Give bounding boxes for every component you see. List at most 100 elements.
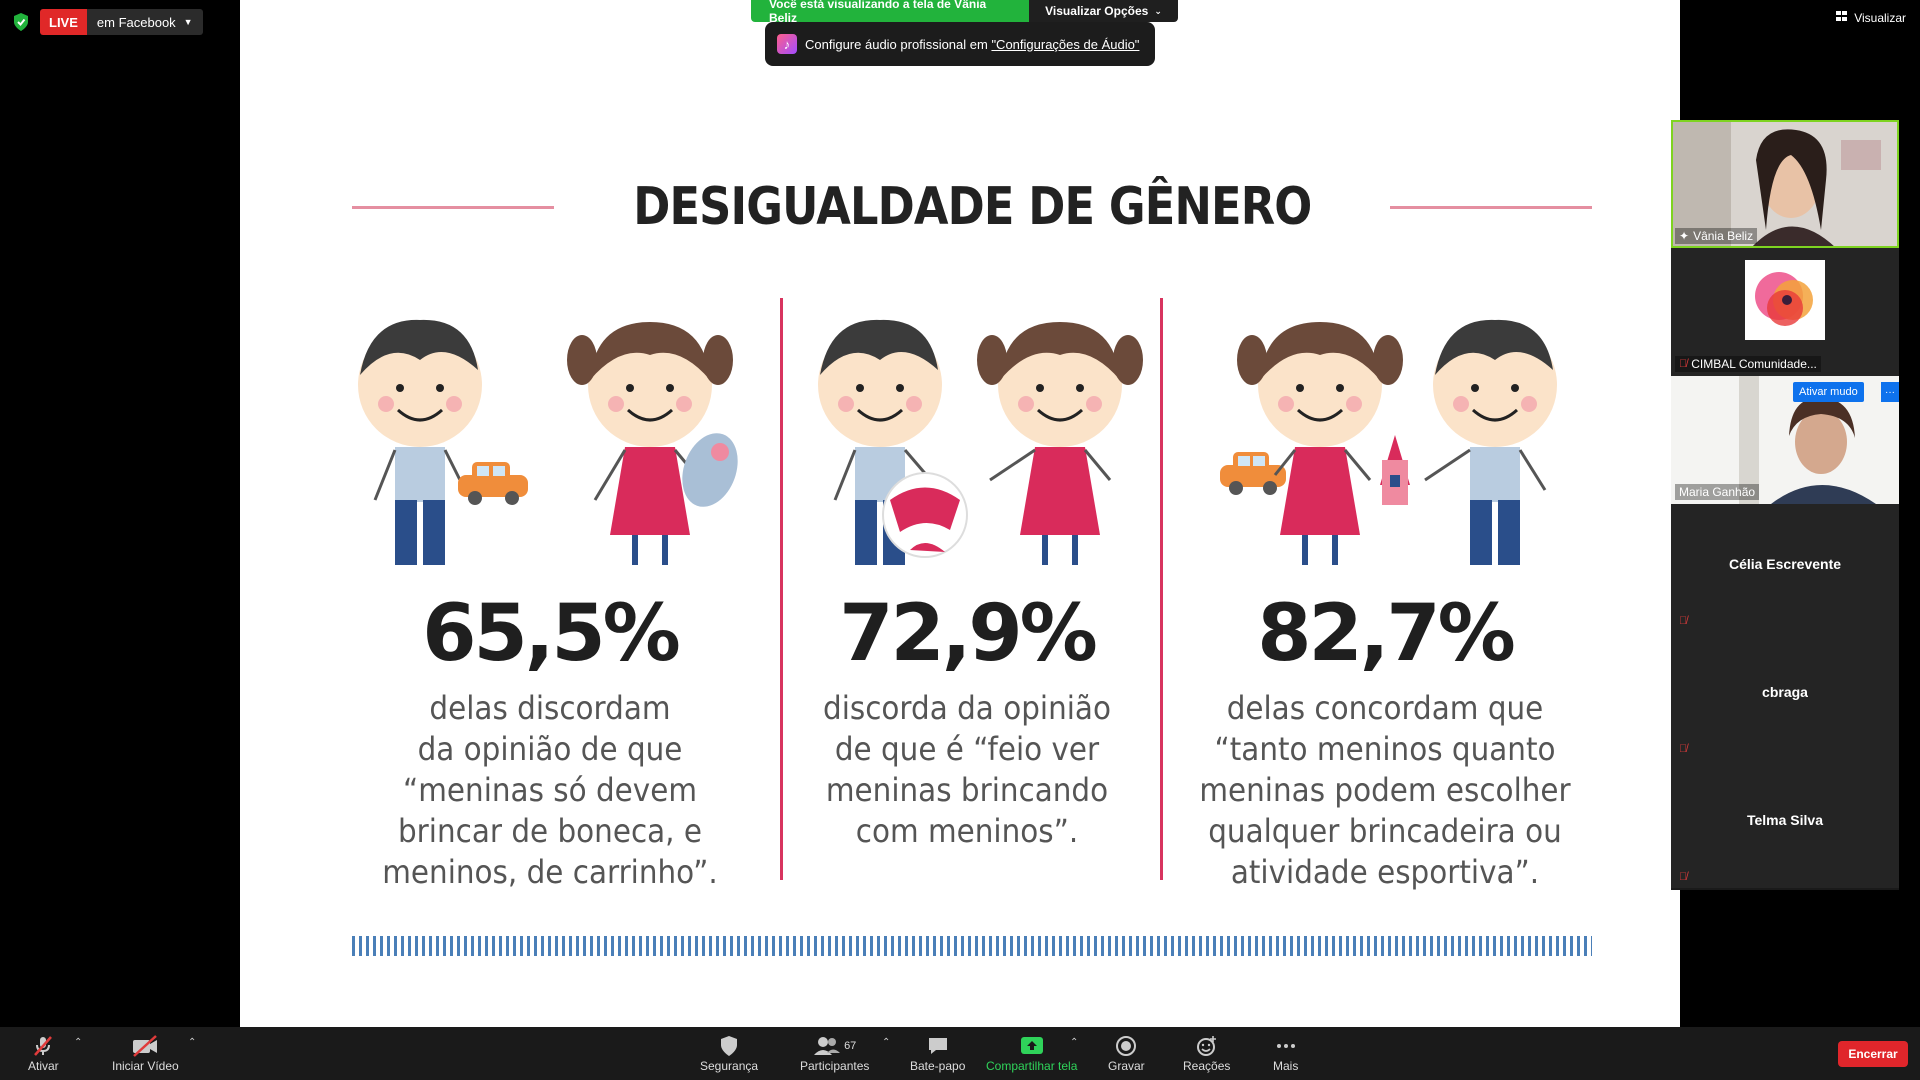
mic-muted-icon: 🎙̸	[1679, 615, 1688, 627]
chat-bubble-icon	[926, 1033, 950, 1059]
end-meeting-button[interactable]: Encerrar	[1838, 1041, 1908, 1067]
boy-figure	[1424, 319, 1557, 565]
participant-tile-cbraga[interactable]: cbraga 🎙̸	[1671, 632, 1899, 760]
view-options-label: Visualizar Opções	[1045, 4, 1149, 18]
car-toy	[1220, 452, 1286, 495]
more-dots-icon	[1274, 1033, 1298, 1059]
participant-tile-celia[interactable]: Célia Escrevente 🎙̸	[1671, 504, 1899, 632]
more-options-button[interactable]: ···	[1881, 382, 1899, 402]
participant-name: ✦ Vânia Beliz	[1675, 228, 1758, 244]
stat-2-description: discorda da opinião de que é “feio ver m…	[774, 688, 1160, 852]
participants-label: Participantes	[800, 1059, 870, 1073]
stat-1-description: delas discordam da opinião de que “menin…	[357, 688, 743, 893]
stat-2-line: de que é “feio ver	[834, 730, 1100, 768]
participant-name-center: cbraga	[1762, 684, 1808, 700]
participant-tile-vania[interactable]: ✦ Vânia Beliz	[1671, 120, 1899, 248]
stat-2-percentage: 72,9%	[839, 589, 1098, 679]
participant-status: 🎙̸	[1675, 870, 1691, 884]
view-button-label: Visualizar	[1854, 10, 1906, 25]
shield-icon	[719, 1033, 739, 1059]
stat-3-line: meninas podem escolher	[1199, 771, 1571, 809]
slide-title: DESIGUALDADE DE GÊNERO	[632, 177, 1312, 237]
view-button[interactable]: Visualizar	[1836, 10, 1906, 25]
viewing-screen-label: Você está visualizando a tela de Vânia B…	[751, 0, 1029, 25]
stat-2-line: com meninos”.	[855, 812, 1079, 850]
title-line-right	[1390, 205, 1592, 209]
live-badge: LIVE	[40, 9, 87, 35]
stat-1-line: da opinião de que	[417, 730, 683, 768]
stat-3-line: delas concordam que	[1226, 689, 1544, 727]
share-banner: Você está visualizando a tela de Vânia B…	[751, 0, 1178, 25]
divider-2	[1160, 298, 1163, 880]
smiley-plus-icon	[1195, 1033, 1219, 1059]
participants-options-caret[interactable]: ⌃	[882, 1037, 891, 1048]
chevron-down-icon: ⌄	[1154, 5, 1162, 16]
stat-3-percentage: 82,7%	[1257, 589, 1516, 679]
divider-1	[780, 298, 783, 880]
unmute-label: Ativar	[28, 1059, 59, 1073]
start-video-button[interactable]: Iniciar Vídeo	[112, 1033, 179, 1073]
stat-1: 65,5% delas discordam da opinião de que …	[340, 590, 760, 893]
girl-figure	[1237, 322, 1403, 565]
security-label: Segurança	[700, 1059, 759, 1073]
boy-figure	[358, 319, 482, 565]
record-label: Gravar	[1108, 1059, 1145, 1073]
start-video-label: Iniciar Vídeo	[112, 1059, 179, 1073]
reactions-button[interactable]: Reações	[1183, 1033, 1230, 1073]
grid-icon	[1836, 10, 1848, 25]
share-options-caret[interactable]: ⌃	[1070, 1037, 1079, 1048]
audio-settings-link[interactable]: "Configurações de Áudio"	[991, 36, 1140, 52]
illustration-girl-car-boy-house	[1200, 300, 1600, 570]
participant-name-center: Célia Escrevente	[1728, 556, 1842, 572]
chat-label: Bate-papo	[910, 1059, 966, 1073]
stat-2-line: discorda da opinião	[823, 689, 1111, 727]
shield-icon[interactable]	[10, 11, 32, 33]
audio-settings-tooltip: ♪ Configure áudio profissional em "Confi…	[765, 22, 1155, 66]
stat-2: 72,9% discorda da opinião de que é “feio…	[757, 590, 1177, 852]
house-toy	[1380, 435, 1410, 505]
view-options-button[interactable]: Visualizar Opções ⌄	[1029, 0, 1178, 22]
video-options-caret[interactable]: ⌃	[188, 1037, 197, 1048]
girl-figure	[977, 322, 1143, 565]
participant-tile-maria[interactable]: Ativar mudo ··· Maria Ganhão	[1671, 376, 1899, 504]
mic-muted-icon: 🎙̸	[1679, 871, 1688, 883]
unmute-button[interactable]: Ativar mudo	[1793, 382, 1864, 402]
more-button[interactable]: Mais	[1273, 1033, 1298, 1073]
girl-figure	[567, 322, 738, 565]
participant-name-text: CIMBAL Comunidade...	[1691, 357, 1817, 371]
share-screen-icon	[1019, 1033, 1045, 1059]
audio-options-caret[interactable]: ⌃	[74, 1037, 83, 1048]
stat-3: 82,7% delas concordam que “tanto meninos…	[1175, 590, 1595, 893]
illustration-boy-ball-girl	[800, 300, 1200, 570]
participant-status: 🎙̸	[1675, 742, 1691, 756]
mic-muted-icon: 🎙̸	[1679, 743, 1688, 755]
shared-screen: ♪ Configure áudio profissional em "Confi…	[240, 0, 1680, 1027]
share-screen-button[interactable]: Compartilhar tela	[986, 1033, 1077, 1073]
participant-tile-telma[interactable]: Telma Silva 🎙̸	[1671, 760, 1899, 888]
participant-name: 🎙̸ CIMBAL Comunidade...	[1675, 356, 1821, 372]
participants-button[interactable]: 67 Participantes	[800, 1033, 869, 1073]
live-target[interactable]: em Facebook ▼	[86, 9, 203, 35]
tooltip-text: Configure áudio profissional em	[805, 36, 992, 52]
participant-name-text: Vânia Beliz	[1693, 229, 1754, 243]
more-label: Mais	[1273, 1059, 1299, 1073]
chat-button[interactable]: Bate-papo	[910, 1033, 965, 1073]
participants-gallery: ✦ Vânia Beliz 🎙̸ CIMBAL Comunidade... At…	[1671, 120, 1899, 890]
car-toy	[458, 462, 528, 505]
decorative-dash-bar	[352, 936, 1592, 956]
participant-tile-cimbal[interactable]: 🎙̸ CIMBAL Comunidade...	[1671, 248, 1899, 376]
unmute-mic-button[interactable]: Ativar	[28, 1033, 59, 1073]
security-button[interactable]: Segurança	[700, 1033, 758, 1073]
participants-icon: 67	[813, 1033, 856, 1059]
stat-1-line: “meninas só devem	[403, 771, 697, 809]
record-button[interactable]: Gravar	[1108, 1033, 1145, 1073]
stat-3-line: atividade esportiva”.	[1230, 853, 1540, 891]
stat-1-percentage: 65,5%	[422, 589, 681, 679]
participant-name-center: Telma Silva	[1746, 812, 1823, 828]
participant-name: Maria Ganhão	[1675, 484, 1760, 500]
title-line-left	[352, 205, 554, 209]
chevron-down-icon: ▼	[183, 17, 193, 27]
video-feed	[1671, 120, 1899, 248]
live-button[interactable]: LIVE em Facebook ▼	[40, 9, 203, 35]
mic-muted-icon: 🎙̸	[1679, 358, 1688, 370]
